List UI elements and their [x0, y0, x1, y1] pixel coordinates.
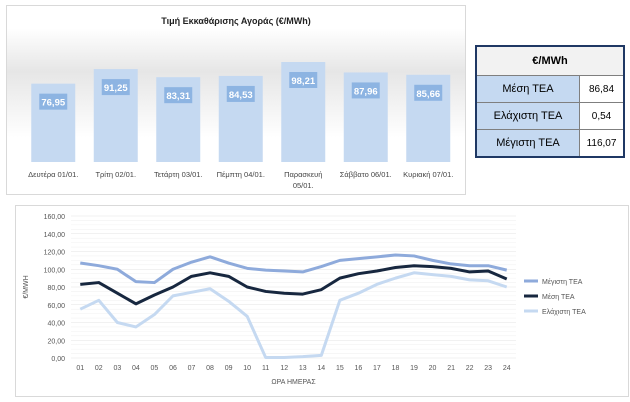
data-label: 87,96 — [354, 86, 378, 97]
row-label: Μέγιστη ΤΕΑ — [475, 129, 580, 158]
data-label-bg — [351, 82, 380, 99]
x-tick-label: 10 — [243, 365, 251, 372]
y-tick-label: 140,00 — [44, 232, 66, 239]
x-tick-label: 11 — [262, 365, 269, 372]
x-tick-label: 17 — [373, 365, 381, 372]
category-label: Τρίτη 02/01. — [95, 170, 136, 179]
x-tick-label: 01 — [76, 365, 84, 372]
x-tick-label: 24 — [503, 365, 511, 372]
data-label: 84,53 — [229, 90, 253, 101]
hourly-price-line-chart: 0,00 20,00 40,00 60,00 80,00 100,00 120,00 140,… — [15, 205, 629, 397]
price-summary-table: €/MWh Μέση ΤΕΑ 86,84 Ελάχιστη ΤΕΑ 0,54 Μέγ… — [475, 45, 625, 158]
data-label-bg — [164, 87, 193, 104]
table-header: €/MWh — [475, 45, 625, 76]
category-label: 05/01. — [293, 181, 314, 190]
table-row: Μέση ΤΕΑ 86,84 — [475, 75, 625, 103]
x-tick-label: 23 — [484, 365, 492, 372]
data-label-bg — [101, 79, 130, 96]
x-tick-label: 15 — [336, 365, 344, 372]
table-row: Ελάχιστη ΤΕΑ 0,54 — [475, 102, 625, 130]
row-label: Μέση ΤΕΑ — [475, 75, 580, 103]
x-tick-label: 07 — [188, 365, 196, 372]
data-label-bg — [289, 72, 318, 88]
x-tick-label: 09 — [225, 365, 233, 372]
x-tick-label: 04 — [132, 365, 140, 372]
x-tick-label: 21 — [447, 365, 455, 372]
row-label: Ελάχιστη ΤΕΑ — [475, 102, 580, 130]
x-tick-label: 02 — [95, 365, 103, 372]
chart-title: Τιμή Εκκαθάρισης Αγοράς (€/MWh) — [161, 16, 311, 26]
row-value: 0,54 — [579, 102, 625, 130]
daily-price-bar-chart: Τιμή Εκκαθάρισης Αγοράς (€/MWh) 76,95 Δευτ… — [6, 5, 466, 195]
x-tick-label: 14 — [317, 365, 325, 372]
y-axis-label: €/MWH — [23, 275, 30, 298]
x-tick-label: 19 — [410, 365, 418, 372]
x-tick-label: 03 — [113, 365, 121, 372]
data-label-bg — [414, 84, 443, 101]
x-tick-label: 05 — [151, 365, 159, 372]
x-tick-label: 08 — [206, 365, 214, 372]
data-label: 85,66 — [416, 89, 440, 100]
series-line — [80, 253, 508, 285]
y-tick-label: 160,00 — [44, 214, 66, 221]
row-value: 86,84 — [579, 75, 625, 103]
category-label: Τετάρτη 03/01. — [154, 170, 203, 179]
category-label: Παρασκευή — [284, 170, 322, 179]
y-tick-label: 0,00 — [51, 356, 65, 363]
x-tick-label: 06 — [169, 365, 177, 372]
x-tick-label: 16 — [354, 365, 362, 372]
y-tick-label: 80,00 — [47, 285, 65, 292]
series-line — [80, 264, 508, 306]
row-value: 116,07 — [579, 129, 625, 158]
data-label-bg — [226, 85, 255, 102]
data-label: 76,95 — [41, 98, 65, 109]
category-label: Σάββατο 06/01. — [340, 170, 392, 179]
category-label: Δευτέρα 01/01. — [28, 170, 78, 179]
y-tick-label: 60,00 — [47, 303, 65, 310]
y-tick-label: 40,00 — [47, 321, 65, 328]
x-tick-label: 12 — [280, 365, 288, 372]
series-line — [79, 271, 508, 360]
x-tick-label: 22 — [466, 365, 474, 372]
legend-label: Μέση ΤΕΑ — [542, 293, 575, 301]
data-label: 91,25 — [104, 83, 128, 94]
data-label: 83,31 — [166, 91, 190, 102]
x-tick-label: 13 — [299, 365, 307, 372]
y-tick-label: 100,00 — [44, 267, 66, 274]
table-row: Μέγιστη ΤΕΑ 116,07 — [475, 129, 625, 158]
legend-label: Ελάχιστη ΤΕΑ — [542, 308, 586, 316]
data-label-bg — [39, 93, 68, 110]
legend-label: Μέγιστη ΤΕΑ — [542, 278, 583, 286]
x-tick-label: 20 — [429, 365, 437, 372]
y-tick-label: 120,00 — [44, 250, 66, 257]
x-tick-label: 18 — [392, 365, 400, 372]
data-label: 98,21 — [291, 76, 315, 87]
x-axis-label: ΩΡΑ ΗΜΕΡΑΣ — [271, 379, 316, 386]
category-label: Κυριακή 07/01. — [403, 170, 453, 179]
y-tick-label: 20,00 — [47, 338, 65, 345]
category-label: Πέμπτη 04/01. — [217, 170, 265, 179]
